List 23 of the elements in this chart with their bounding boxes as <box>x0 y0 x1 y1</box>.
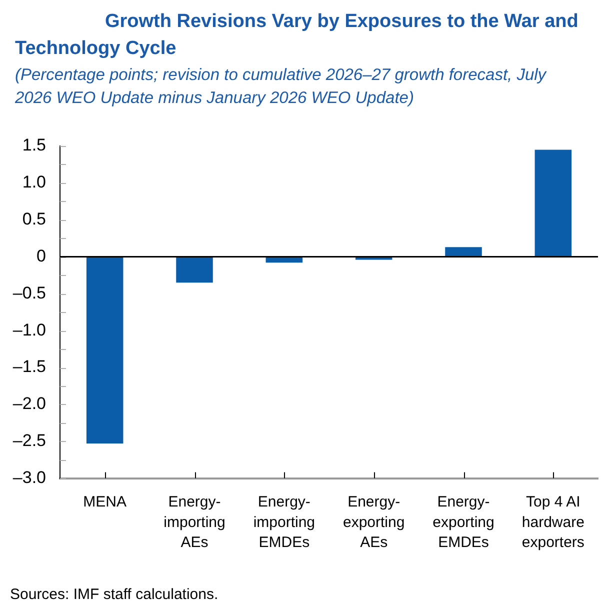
y-tick-label: 1.0 <box>22 172 46 192</box>
x-tick-label: Energy-exporting AEs <box>342 494 405 552</box>
y-tick-label: –3.0 <box>12 468 46 487</box>
y-tick-label: –1.5 <box>12 357 46 376</box>
source-note: Sources: IMF staff calculations. <box>10 585 220 604</box>
bar <box>445 247 482 257</box>
x-tick-label: Energy-importing AEs <box>164 494 226 552</box>
y-tick-label: –2.0 <box>12 394 46 414</box>
x-tick-label: Energy-exporting EMDEs <box>432 494 494 552</box>
y-tick-label: 1.5 <box>22 136 46 155</box>
bar <box>534 150 572 257</box>
x-tick-label: MENA <box>83 494 127 511</box>
bar <box>176 256 213 283</box>
y-tick-label: 0 <box>36 246 46 266</box>
y-tick-label: 0.5 <box>22 210 46 229</box>
chart-subtitle: (Percentage points; revision to cumulative 2026–27 growth forecast, July 2026 WEO Update minus January 2026 WEO Update) <box>15 65 548 109</box>
x-tick-label: Top 4 AI hardware exporters <box>522 494 584 552</box>
y-tick-label: –2.5 <box>12 431 46 450</box>
bar <box>86 256 124 444</box>
y-tick-label: –0.5 <box>12 283 46 302</box>
x-tick-label: Energy-importing EMDEs <box>253 494 316 552</box>
y-tick-label: –1.0 <box>12 320 46 340</box>
chart-title: Growth Revisions Vary by Exposures to the War and Technology Cycle <box>15 10 580 61</box>
